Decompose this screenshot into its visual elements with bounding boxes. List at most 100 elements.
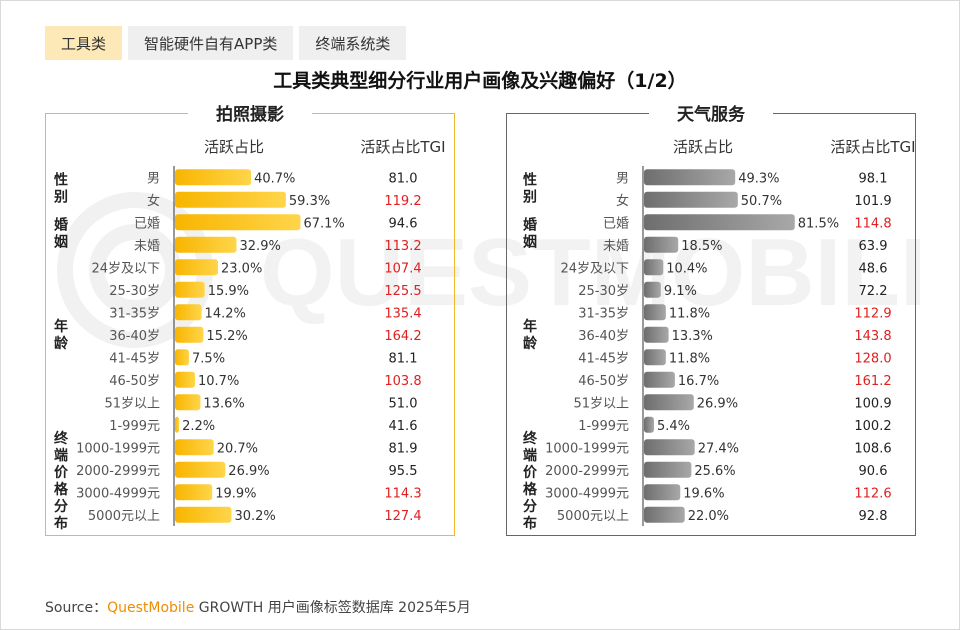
bar-value-label: 67.1% — [303, 216, 344, 231]
tgi-value: 94.6 — [389, 216, 418, 231]
category-label: 51岁以上 — [104, 396, 160, 411]
bar — [175, 371, 196, 388]
tgi-value: 127.4 — [384, 509, 421, 524]
bar-value-label: 81.5% — [798, 216, 839, 231]
source-text: GROWTH 用户画像标签数据库 2025年5月 — [194, 600, 471, 616]
tgi-value: 48.6 — [859, 261, 888, 276]
bar — [175, 484, 213, 501]
tgi-value: 128.0 — [854, 351, 891, 366]
bar-value-label: 10.4% — [666, 261, 707, 276]
tab-terminal-system[interactable]: 终端系统类 — [299, 26, 407, 60]
bar-value-label: 15.9% — [208, 284, 249, 299]
page-title: 工具类典型细分行业用户画像及兴趣偏好（1/2） — [273, 70, 687, 92]
bar — [175, 439, 214, 456]
bar-value-label: 7.5% — [192, 351, 225, 366]
category-label: 24岁及以下 — [560, 261, 629, 276]
category-label: 36-40岁 — [109, 329, 160, 344]
category-label: 3000-4999元 — [76, 486, 160, 501]
tgi-value: 113.2 — [384, 239, 421, 254]
bar — [175, 394, 201, 411]
category-label: 男 — [616, 171, 629, 186]
bar — [644, 394, 694, 411]
category-label: 31-35岁 — [578, 306, 629, 321]
tab-tools[interactable]: 工具类 — [45, 26, 123, 60]
bar-value-label: 50.7% — [741, 194, 782, 209]
bar-value-label: 19.9% — [215, 486, 256, 501]
category-label: 1000-1999元 — [76, 441, 160, 456]
category-label: 男 — [147, 171, 160, 186]
bar-value-label: 14.2% — [205, 306, 246, 321]
bar — [175, 214, 301, 231]
source-note: Source：QuestMobile GROWTH 用户画像标签数据库 2025… — [45, 597, 471, 617]
category-label: 女 — [616, 193, 629, 209]
tgi-value: 119.2 — [384, 194, 421, 209]
group-label: 性别 — [53, 172, 68, 206]
bar — [644, 371, 675, 388]
bar — [644, 304, 666, 321]
tgi-value: 107.4 — [384, 261, 421, 276]
bar — [175, 236, 237, 253]
tgi-value: 81.0 — [389, 171, 418, 186]
category-label: 24岁及以下 — [91, 261, 160, 276]
category-label: 25-30岁 — [578, 284, 629, 299]
bar — [644, 259, 664, 276]
bar-value-label: 22.0% — [688, 509, 729, 524]
bar-value-label: 15.2% — [206, 329, 247, 344]
col-header-active: 活跃占比 — [673, 138, 733, 156]
category-label: 2000-2999元 — [76, 464, 160, 479]
category-label: 1000-1999元 — [545, 441, 629, 456]
tgi-value: 164.2 — [384, 329, 421, 344]
tgi-value: 63.9 — [859, 239, 888, 254]
bar — [175, 416, 180, 433]
category-label: 31-35岁 — [109, 306, 160, 321]
chart-weather: 活跃占比 活跃占比TGI 男 49.3% 98.1 女 50.7% 101.9 已婚 81.5% 1… — [522, 138, 916, 532]
bar — [644, 191, 738, 208]
bar — [644, 214, 795, 231]
category-label: 46-50岁 — [109, 374, 160, 389]
category-label: 3000-4999元 — [545, 486, 629, 501]
bar-value-label: 9.1% — [664, 284, 697, 299]
bar-value-label: 2.2% — [182, 419, 215, 434]
bar-value-label: 11.8% — [669, 351, 710, 366]
group-label: 婚姻 — [54, 217, 68, 251]
bar — [175, 259, 219, 276]
category-label: 41-45岁 — [109, 351, 160, 366]
tgi-value: 112.9 — [854, 306, 891, 321]
bar — [644, 506, 685, 523]
col-header-tgi: 活跃占比TGI — [830, 138, 915, 156]
col-header-tgi: 活跃占比TGI — [360, 138, 445, 156]
bar — [644, 461, 692, 478]
category-label: 1-999元 — [109, 419, 160, 434]
bar — [175, 191, 286, 208]
bar — [175, 461, 226, 478]
bar-value-label: 5.4% — [657, 419, 690, 434]
bar-value-label: 26.9% — [228, 464, 269, 479]
category-label: 未婚 — [134, 239, 160, 254]
bar — [175, 281, 205, 298]
category-label: 5000元以上 — [557, 509, 629, 524]
bar — [644, 326, 669, 343]
bar — [644, 484, 681, 501]
tgi-value: 81.1 — [389, 351, 418, 366]
tab-smart-hardware-apps[interactable]: 智能硬件自有APP类 — [128, 26, 294, 60]
tgi-value: 108.6 — [854, 441, 891, 456]
bar-value-label: 25.6% — [694, 464, 735, 479]
category-label: 25-30岁 — [109, 284, 160, 299]
category-label: 5000元以上 — [88, 509, 160, 524]
category-label: 2000-2999元 — [545, 464, 629, 479]
source-brand: QuestMobile — [107, 600, 195, 616]
tgi-value: 101.9 — [854, 194, 891, 209]
tgi-value: 72.2 — [859, 284, 888, 299]
tgi-value: 100.2 — [854, 419, 891, 434]
bar — [644, 416, 654, 433]
source-prefix: Source： — [45, 600, 108, 616]
bar-value-label: 13.6% — [203, 396, 244, 411]
category-label: 未婚 — [603, 239, 629, 254]
bar — [175, 506, 232, 523]
bar-value-label: 20.7% — [217, 441, 258, 456]
tgi-value: 41.6 — [389, 419, 418, 434]
group-label: 年龄 — [523, 318, 538, 352]
tgi-value: 95.5 — [389, 464, 418, 479]
tgi-value: 114.3 — [384, 486, 421, 501]
bar-value-label: 18.5% — [681, 239, 722, 254]
